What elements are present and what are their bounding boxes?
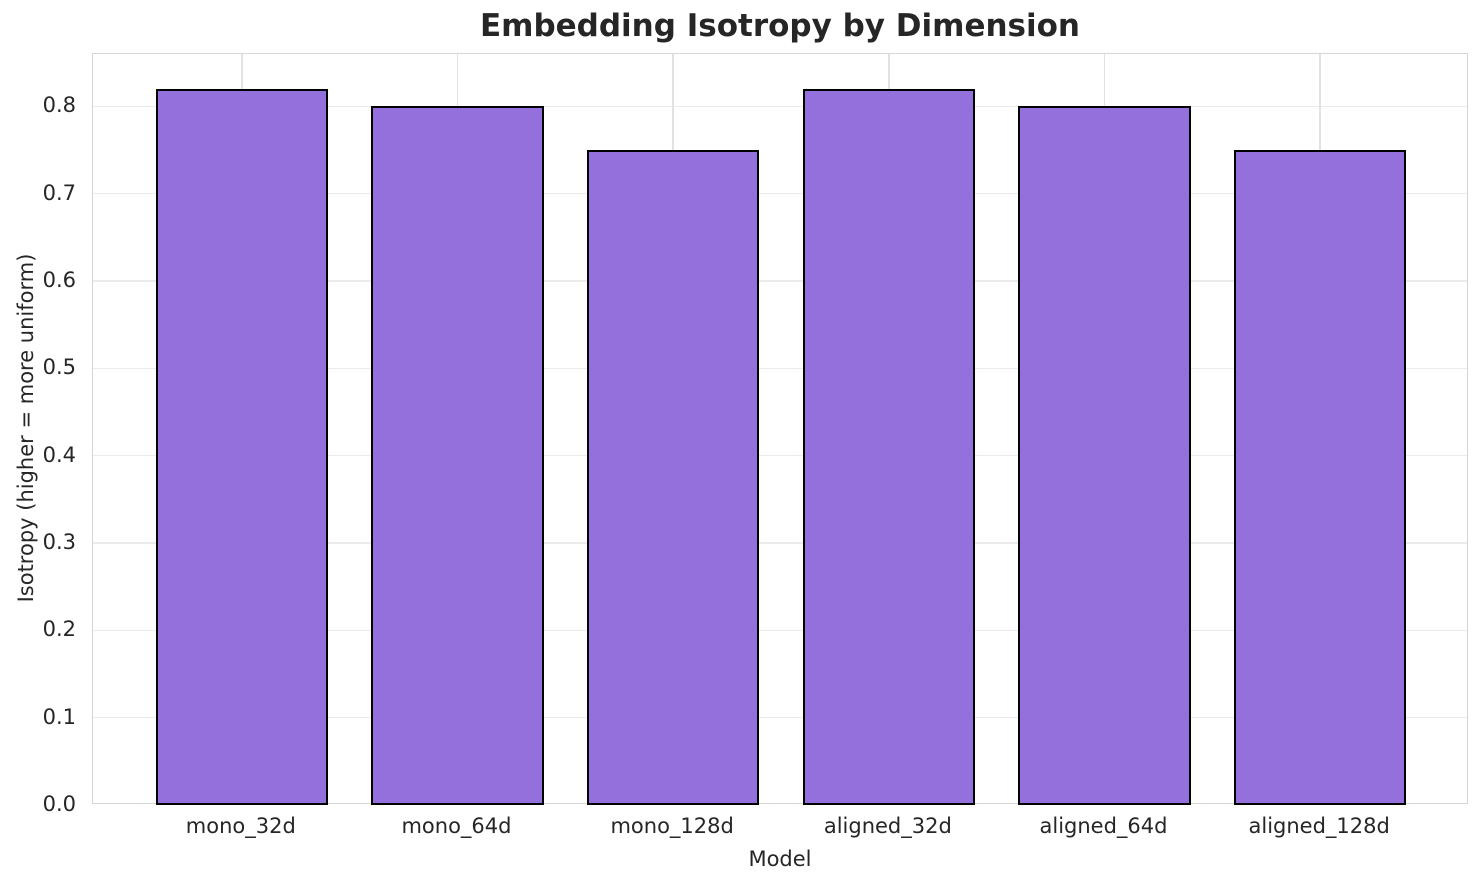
y-tick-label: 0.8 xyxy=(42,93,76,118)
plot-area xyxy=(92,53,1468,805)
y-tick-label: 0.3 xyxy=(42,530,76,555)
gridline-horizontal xyxy=(93,454,1467,457)
y-tick-label: 0.4 xyxy=(42,442,76,467)
bar-mono_32d xyxy=(155,88,329,805)
x-tick-label: aligned_64d xyxy=(1039,814,1168,838)
gridline-horizontal xyxy=(93,105,1467,108)
y-axis-label: Isotropy (higher = more uniform) xyxy=(14,253,38,603)
gridline-horizontal xyxy=(93,367,1467,370)
chart-title: Embedding Isotropy by Dimension xyxy=(479,8,1081,44)
x-tick-label: aligned_128d xyxy=(1248,814,1390,838)
bar-mono_64d xyxy=(371,106,544,805)
y-tick-label: 0.2 xyxy=(42,617,76,642)
bar-aligned_128d xyxy=(1233,150,1407,805)
x-tick-label: mono_64d xyxy=(401,814,512,838)
x-tick-label: aligned_32d xyxy=(823,814,952,838)
x-tick-label: mono_128d xyxy=(610,814,734,838)
gridline-horizontal xyxy=(93,629,1467,632)
gridline-horizontal xyxy=(93,542,1467,544)
gridline-horizontal xyxy=(93,280,1467,282)
y-tick-label: 0.0 xyxy=(42,792,76,816)
bar-aligned_32d xyxy=(802,88,976,805)
y-tick-label: 0.1 xyxy=(42,704,76,729)
x-axis-label: Model xyxy=(748,847,812,871)
gridline-horizontal xyxy=(93,716,1467,719)
y-tick-label: 0.5 xyxy=(42,355,76,380)
y-tick-label: 0.6 xyxy=(42,268,76,293)
x-tick-label: mono_32d xyxy=(185,814,296,838)
y-tick-label: 0.7 xyxy=(42,180,76,205)
bar-mono_128d xyxy=(586,150,760,805)
bar-aligned_64d xyxy=(1018,106,1191,805)
gridline-horizontal xyxy=(93,192,1467,195)
